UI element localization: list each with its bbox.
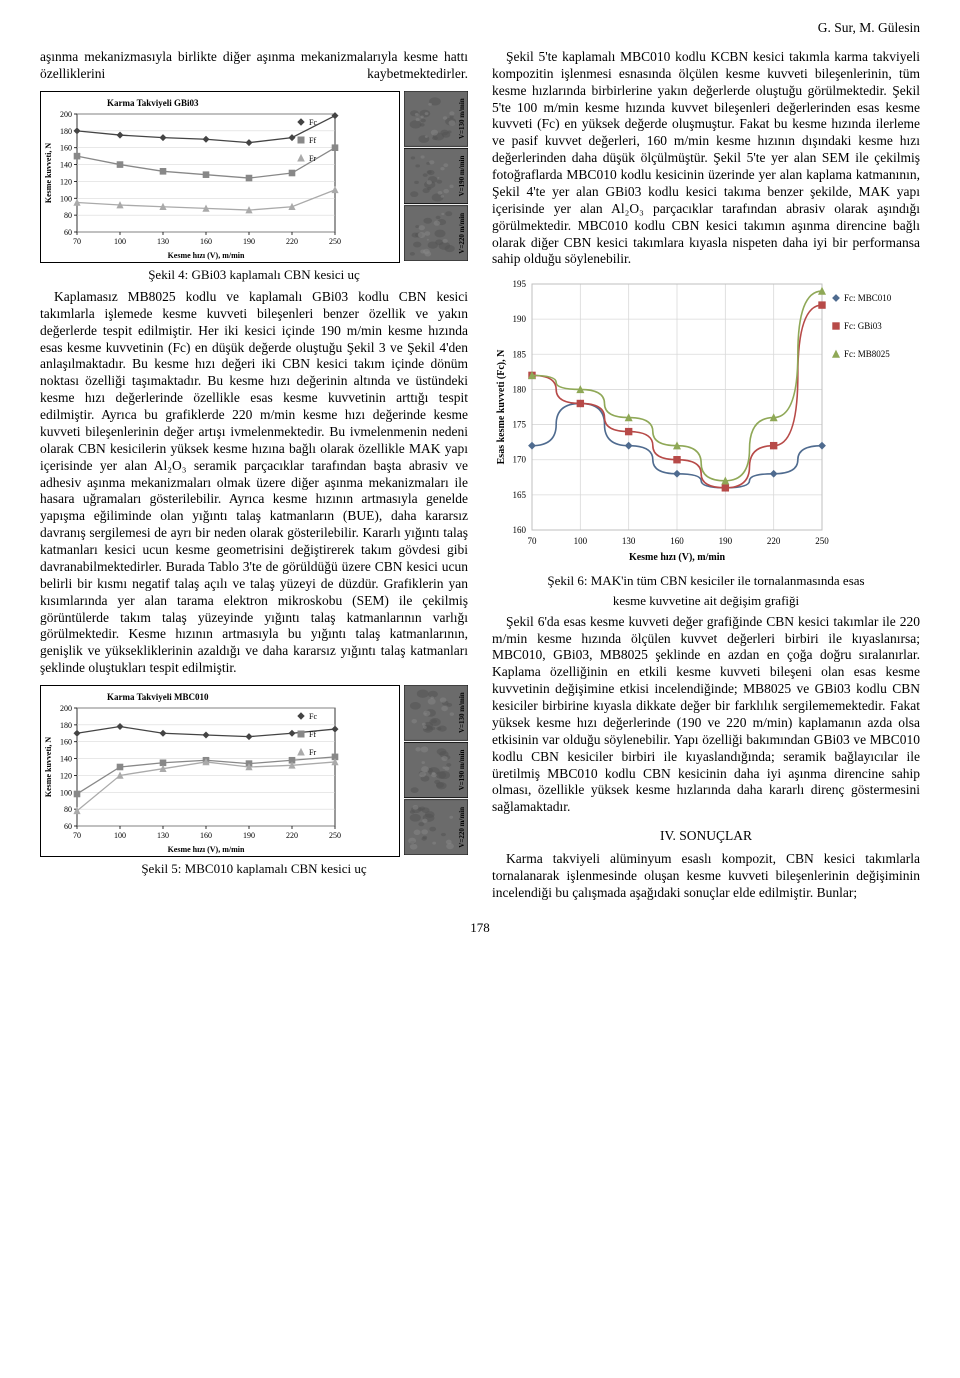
fig5-chart-box: 60 80 100 120 140 160 180 200 70 100 130 160 190 220 2…: [40, 685, 400, 857]
svg-text:V=190 m/min: V=190 m/min: [458, 155, 466, 196]
svg-text:60: 60: [64, 228, 72, 237]
fig6-caption-line1: Şekil 6: MAK'in tüm CBN kesiciler ile to…: [492, 573, 920, 589]
right-para3: Karma takviyeli alüminyum esaslı kompozi…: [492, 851, 920, 902]
svg-text:60: 60: [64, 822, 72, 831]
svg-text:180: 180: [60, 126, 72, 135]
svg-text:160: 160: [200, 237, 212, 246]
fig4-sem-svg: V=130 m/min V=190 m/min V=220 m/min: [404, 91, 468, 261]
svg-text:V=130 m/min: V=130 m/min: [458, 98, 466, 139]
svg-text:120: 120: [60, 771, 72, 780]
figure-4: 60 80 100 120 140 160 180 200 70 100 130 160 190 220 2…: [40, 91, 468, 283]
svg-text:120: 120: [60, 177, 72, 186]
svg-text:180: 180: [513, 385, 527, 395]
fig6-chart-svg: 160 165 170 175 180 185 190 195 70 100 130 160 190 22…: [492, 274, 912, 564]
svg-text:160: 160: [60, 143, 72, 152]
svg-text:180: 180: [60, 721, 72, 730]
svg-text:Esas kesme kuvveti (Fc), N: Esas kesme kuvveti (Fc), N: [496, 349, 507, 464]
svg-text:160: 160: [513, 525, 527, 535]
fig5-chart-svg: 60 80 100 120 140 160 180 200 70 100 130 160 190 220 2…: [41, 686, 341, 856]
fig4-chart-box: 60 80 100 120 140 160 180 200 70 100 130 160 190 220 2…: [40, 91, 400, 263]
svg-text:160: 160: [670, 536, 684, 546]
fig4-chart-svg: 60 80 100 120 140 160 180 200 70 100 130 160 190 220 2…: [41, 92, 341, 262]
svg-text:Kesme kuvveti, N: Kesme kuvveti, N: [44, 142, 53, 202]
page-number: 178: [40, 920, 920, 936]
svg-text:140: 140: [60, 160, 72, 169]
svg-text:70: 70: [73, 237, 81, 246]
fig5-sem-svg: V=130 m/min V=190 m/min V=220 m/min: [404, 685, 468, 855]
svg-text:190: 190: [719, 536, 733, 546]
svg-text:V=220 m/min: V=220 m/min: [458, 807, 466, 848]
svg-text:190: 190: [243, 237, 255, 246]
svg-text:130: 130: [622, 536, 636, 546]
svg-text:190: 190: [513, 314, 527, 324]
svg-text:Kesme kuvveti, N: Kesme kuvveti, N: [44, 737, 53, 797]
right-para1: Şekil 5'te kaplamalı MBC010 kodlu KCBN k…: [492, 49, 920, 268]
fig4-caption: Şekil 4: GBi03 kaplamalı CBN kesici uç: [40, 267, 468, 283]
svg-text:100: 100: [60, 194, 72, 203]
svg-text:175: 175: [513, 420, 527, 430]
svg-text:Fc: Fc: [309, 712, 317, 721]
svg-text:Fc: Fc: [309, 118, 317, 127]
svg-text:Ff: Ff: [309, 730, 316, 739]
svg-text:220: 220: [286, 831, 298, 840]
svg-text:250: 250: [329, 237, 341, 246]
figure-6: 160 165 170 175 180 185 190 195 70 100 130 160 190 22…: [492, 274, 920, 609]
section-4-title: IV. SONUÇLAR: [660, 828, 752, 843]
figure-5: 60 80 100 120 140 160 180 200 70 100 130 160 190 220 2…: [40, 685, 468, 877]
svg-text:100: 100: [60, 788, 72, 797]
svg-text:Kesme hızı (V), m/min: Kesme hızı (V), m/min: [168, 251, 245, 260]
svg-text:130: 130: [157, 831, 169, 840]
svg-text:70: 70: [73, 831, 81, 840]
svg-text:V=190 m/min: V=190 m/min: [458, 750, 466, 791]
left-column: aşınma mekanizmasıyla birlikte diğer aşı…: [40, 49, 468, 902]
svg-text:195: 195: [513, 279, 527, 289]
svg-text:185: 185: [513, 350, 527, 360]
svg-text:140: 140: [60, 755, 72, 764]
svg-text:V=220 m/min: V=220 m/min: [458, 212, 466, 253]
svg-text:Ff: Ff: [309, 136, 316, 145]
svg-text:160: 160: [200, 831, 212, 840]
fig6-caption-line2: kesme kuvvetine ait değişim grafiği: [492, 593, 920, 609]
svg-text:Kesme hızı (V), m/min: Kesme hızı (V), m/min: [629, 552, 726, 563]
svg-text:200: 200: [60, 110, 72, 119]
svg-text:170: 170: [513, 455, 527, 465]
svg-text:Kesme hızı (V), m/min: Kesme hızı (V), m/min: [168, 845, 245, 854]
svg-text:Fc: GBi03: Fc: GBi03: [844, 321, 882, 331]
section-4-heading: IV. SONUÇLAR: [492, 828, 920, 845]
svg-text:Fc: MB8025: Fc: MB8025: [844, 349, 890, 359]
svg-text:70: 70: [528, 536, 538, 546]
svg-text:Fc: MBC010: Fc: MBC010: [844, 293, 892, 303]
svg-text:100: 100: [114, 831, 126, 840]
svg-text:80: 80: [64, 211, 72, 220]
svg-text:220: 220: [286, 237, 298, 246]
svg-text:100: 100: [574, 536, 588, 546]
right-para2: Şekil 6'da esas kesme kuvveti değer graf…: [492, 614, 920, 817]
svg-text:130: 130: [157, 237, 169, 246]
svg-text:Fr: Fr: [309, 154, 316, 163]
svg-text:250: 250: [329, 831, 341, 840]
header-authors: G. Sur, M. Gülesin: [40, 20, 920, 37]
svg-text:200: 200: [60, 704, 72, 713]
svg-text:V=130 m/min: V=130 m/min: [458, 692, 466, 733]
svg-text:160: 160: [60, 738, 72, 747]
svg-text:Karma Takviyeli GBi03: Karma Takviyeli GBi03: [107, 98, 199, 108]
svg-text:Karma Takviyeli MBC010: Karma Takviyeli MBC010: [107, 692, 209, 702]
fig4-sem-strip: V=130 m/min V=190 m/min V=220 m/min: [404, 91, 468, 263]
left-intro: aşınma mekanizmasıyla birlikte diğer aşı…: [40, 49, 468, 83]
fig5-caption: Şekil 5: MBC010 kaplamalı CBN kesici uç: [40, 861, 468, 877]
svg-text:Fr: Fr: [309, 748, 316, 757]
left-para1: Kaplamasız MB8025 kodlu ve kaplamalı GBi…: [40, 289, 468, 677]
svg-text:190: 190: [243, 831, 255, 840]
svg-text:165: 165: [513, 490, 527, 500]
fig5-sem-strip: V=130 m/min V=190 m/min V=220 m/min: [404, 685, 468, 857]
two-column-layout: aşınma mekanizmasıyla birlikte diğer aşı…: [40, 49, 920, 902]
svg-text:80: 80: [64, 805, 72, 814]
svg-text:220: 220: [767, 536, 781, 546]
right-column: Şekil 5'te kaplamalı MBC010 kodlu KCBN k…: [492, 49, 920, 902]
svg-text:100: 100: [114, 237, 126, 246]
svg-text:250: 250: [815, 536, 829, 546]
